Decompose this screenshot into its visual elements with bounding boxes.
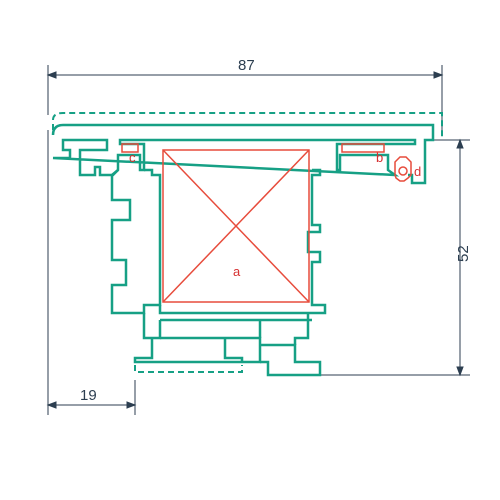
- label-c: c: [129, 150, 136, 165]
- dim-height-right: 52: [455, 245, 472, 262]
- label-a: a: [233, 264, 241, 279]
- technical-drawing: 87 52 19: [0, 0, 500, 500]
- dim-width-bottom: 19: [80, 387, 97, 404]
- diagram-container: 87 52 19: [0, 0, 500, 500]
- label-d: d: [414, 164, 421, 179]
- dim-width-top: 87: [238, 57, 255, 74]
- label-b: b: [376, 150, 383, 165]
